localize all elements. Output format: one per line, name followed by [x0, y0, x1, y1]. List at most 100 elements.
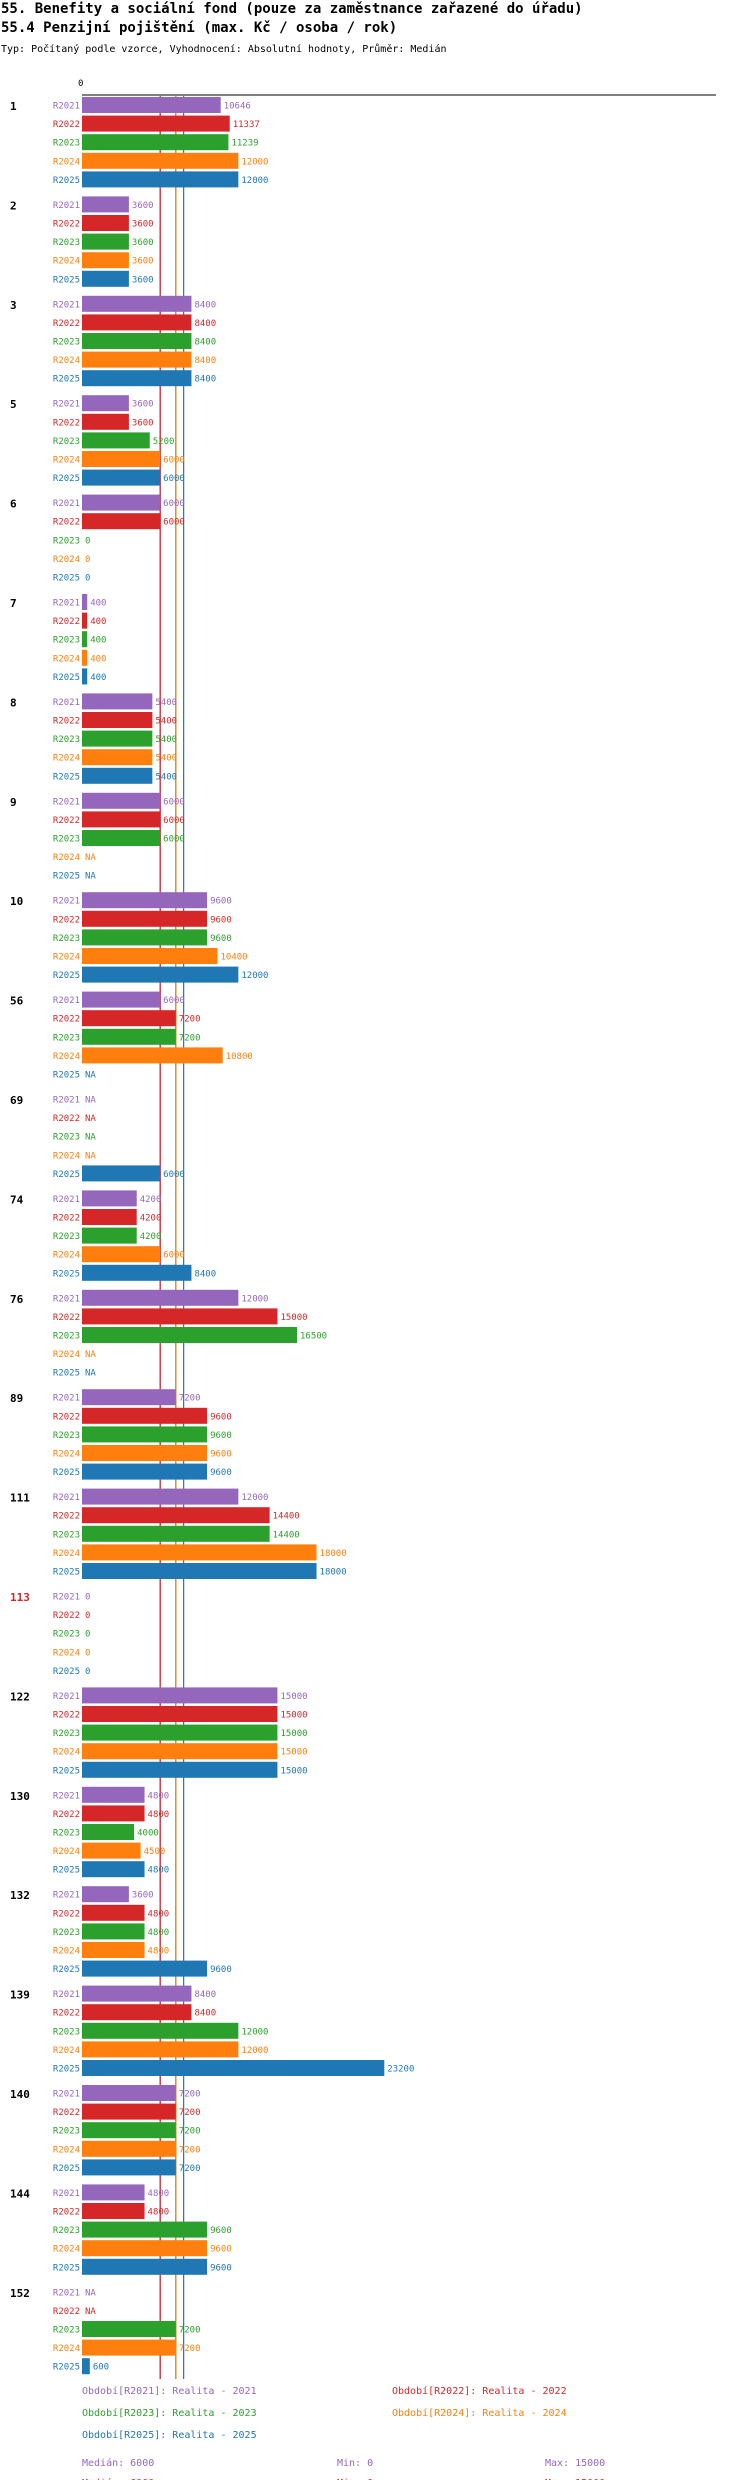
bar [82, 2022, 239, 2039]
data-label: 6000 [163, 996, 185, 1006]
series-label: R2022 [53, 120, 80, 130]
bar [82, 1209, 137, 1225]
bar [82, 2159, 176, 2176]
data-label: 3600 [132, 400, 154, 410]
na-label: NA [85, 2307, 96, 2317]
series-label: R2021 [53, 2090, 80, 2100]
series-label: R2023 [53, 139, 80, 149]
series-label: R2023 [53, 1829, 80, 1839]
series-label: R2024 [53, 1549, 80, 1559]
series-label: R2025 [53, 1269, 80, 1279]
bar [82, 693, 153, 710]
bar [82, 1886, 129, 1903]
bar [82, 333, 192, 349]
series-label: R2024 [53, 654, 80, 664]
series-label: R2022 [53, 2009, 80, 2019]
data-label: 11337 [233, 120, 260, 130]
data-label: 400 [90, 617, 106, 627]
bar [82, 649, 88, 666]
bar [82, 1308, 278, 1325]
bar [82, 1923, 145, 1940]
series-label: R2023 [53, 835, 80, 845]
series-label: R2021 [53, 897, 80, 907]
bar [82, 1028, 176, 1045]
series-label: R2023 [53, 1033, 80, 1043]
na-label: NA [85, 1114, 96, 1124]
series-label: R2023 [53, 1630, 80, 1640]
bar [82, 469, 161, 486]
series-label: R2025 [53, 574, 80, 584]
bar [82, 295, 192, 312]
series-label: R2024 [53, 1748, 80, 1758]
data-label: 0 [85, 574, 90, 584]
series-label: R2022 [53, 1909, 80, 1919]
series-label: R2021 [53, 1692, 80, 1702]
series-label: R2025 [53, 772, 80, 782]
series-label: R2021 [53, 1195, 80, 1205]
data-label: 9600 [210, 897, 232, 907]
bar [82, 351, 192, 368]
bar [82, 314, 192, 331]
bar [82, 1687, 278, 1704]
na-label: NA [85, 1369, 96, 1379]
data-label: 12000 [241, 1493, 268, 1503]
bar [82, 892, 208, 909]
series-label: R2021 [53, 599, 80, 609]
series-label: R2024 [53, 853, 80, 863]
series-label: R2023 [53, 2027, 80, 2037]
series-label: R2025 [53, 1071, 80, 1081]
na-label: NA [85, 1350, 96, 1360]
series-label: R2023 [53, 1232, 80, 1242]
legend-entry-r2023: Období[R2023]: Realita - 2023 [82, 2407, 257, 2419]
series-label: R2023 [53, 2127, 80, 2137]
bar [82, 2258, 208, 2275]
series-label: R2025 [53, 2164, 80, 2174]
group-label: 152 [10, 2287, 30, 2300]
group-label: 2 [10, 199, 17, 212]
series-label: R2024 [53, 1947, 80, 1957]
series-label: R2024 [53, 356, 80, 366]
bar [82, 413, 129, 430]
bar [82, 2184, 145, 2201]
data-label: 9600 [210, 934, 232, 944]
data-label: 7200 [179, 2145, 201, 2155]
data-label: 9600 [210, 1468, 232, 1478]
series-label: R2025 [53, 176, 80, 186]
data-label: 8400 [194, 356, 216, 366]
series-label: R2024 [53, 1151, 80, 1161]
bar [82, 1563, 317, 1579]
bar [82, 1724, 278, 1741]
series-label: R2025 [53, 872, 80, 882]
data-label: 400 [90, 673, 106, 683]
data-label: 4800 [148, 1909, 170, 1919]
series-label: R2023 [53, 1530, 80, 1540]
bar [82, 2240, 208, 2257]
bar [82, 1985, 192, 2002]
group-label: 9 [10, 796, 17, 809]
group-label: 8 [10, 696, 17, 709]
bar [82, 1047, 223, 1064]
series-label: R2024 [53, 555, 80, 565]
data-label: 600 [93, 2363, 109, 2373]
data-label: 6000 [163, 816, 185, 826]
na-label: NA [85, 1096, 96, 1106]
data-label: 9600 [210, 1965, 232, 1975]
group-label: 10 [10, 895, 23, 908]
data-label: 7200 [179, 2164, 201, 2174]
bar [82, 2221, 208, 2238]
bar [82, 451, 161, 467]
data-label: 0 [85, 1667, 90, 1677]
data-label: 0 [85, 1611, 90, 1621]
data-label: 12000 [241, 157, 268, 167]
series-label: R2022 [53, 1512, 80, 1522]
series-label: R2023 [53, 1928, 80, 1938]
bar [82, 1960, 208, 1977]
data-label: 7200 [179, 2127, 201, 2137]
bar [82, 1743, 278, 1760]
group-label: 76 [10, 1293, 24, 1306]
series-label: R2025 [53, 2363, 80, 2373]
series-label: R2022 [53, 220, 80, 230]
data-label: 4800 [148, 2208, 170, 2218]
series-label: R2022 [53, 2307, 80, 2317]
